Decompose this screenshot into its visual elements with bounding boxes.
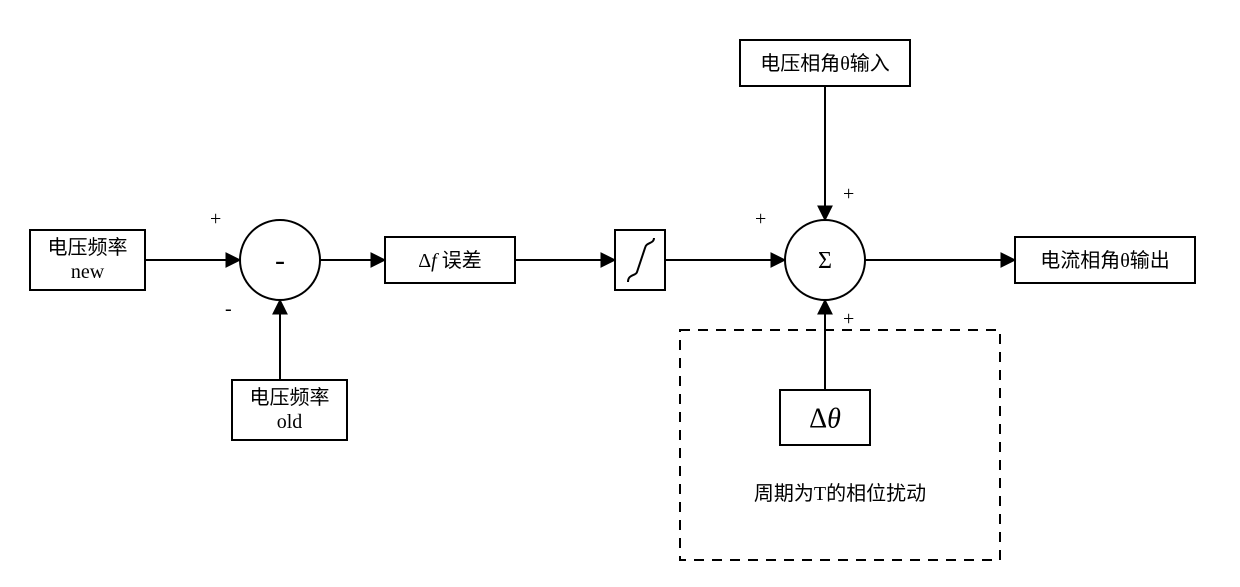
node-subtract: -	[240, 220, 320, 300]
svg-text:Δθ: Δθ	[809, 404, 841, 435]
svg-text:电压频率: 电压频率	[250, 386, 330, 409]
sign-plus-delta-th: +	[843, 308, 854, 330]
node-theta-in: 电压相角θ输入	[740, 40, 910, 86]
sign-plus-theta-in: +	[843, 183, 854, 205]
node-delta-theta: Δθ	[780, 390, 870, 445]
sign-minus-freq-old: -	[225, 298, 232, 320]
node-theta-out: 电流相角θ输出	[1015, 237, 1195, 283]
svg-text:Σ: Σ	[818, 248, 832, 274]
node-delta-f: Δf 误差	[385, 237, 515, 283]
svg-text:电压相角θ输入: 电压相角θ输入	[760, 52, 890, 75]
node-integrator	[615, 230, 665, 290]
svg-text:old: old	[277, 411, 303, 433]
svg-text:周期为T的相位扰动: 周期为T的相位扰动	[754, 482, 926, 505]
svg-text:电压频率: 电压频率	[48, 236, 128, 259]
svg-text:-: -	[275, 244, 285, 277]
svg-text:new: new	[71, 261, 105, 283]
sign-plus-freq-new: +	[210, 208, 221, 230]
svg-text:电流相角θ输出: 电流相角θ输出	[1040, 249, 1170, 272]
node-sum: Σ	[785, 220, 865, 300]
sign-plus-integrator: +	[755, 208, 766, 230]
svg-text:Δf 误差: Δf 误差	[418, 249, 481, 272]
node-freq-old: 电压频率 old	[232, 380, 347, 440]
node-freq-new: 电压频率 new	[30, 230, 145, 290]
block-diagram: 电压频率 new - 电压频率 old Δf 误差 电压相角θ输入 Σ 周期为T…	[0, 0, 1240, 587]
